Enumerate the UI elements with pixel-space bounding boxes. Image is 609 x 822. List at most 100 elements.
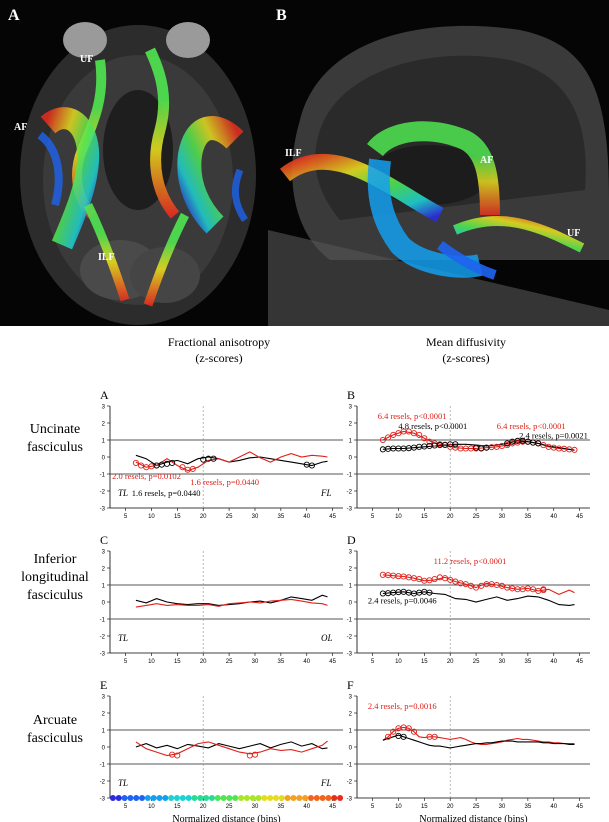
- colorbar-dot: [109, 795, 116, 801]
- image-panel-a: A UF AF ILF: [0, 0, 268, 326]
- panel-letter-a: A: [8, 7, 20, 24]
- panel-letter: D: [347, 533, 356, 547]
- y-tick-label: 2: [349, 422, 353, 428]
- x-tick-label: 20: [447, 804, 454, 810]
- significance-marker: [431, 575, 438, 583]
- annotation: 1.6 resels, p=0.0440: [132, 488, 201, 498]
- colorbar-dot: [307, 795, 314, 801]
- significance-marker: [385, 733, 392, 740]
- significance-marker: [535, 440, 542, 447]
- significance-marker: [395, 430, 402, 437]
- significance-marker: [540, 586, 547, 593]
- colorbar-dot: [337, 795, 344, 801]
- y-tick-label: 2: [349, 567, 353, 573]
- significance-marker: [405, 725, 412, 732]
- y-tick-label: 0: [102, 601, 106, 607]
- colorbar-dot: [296, 795, 303, 801]
- y-tick-label: -2: [100, 780, 106, 786]
- row-label-ilf-2: longitudinal: [21, 570, 89, 585]
- significance-marker: [174, 752, 181, 759]
- significance-marker: [416, 431, 423, 438]
- colorbar-dot: [121, 795, 128, 801]
- row-label-arcuate-1: Arcuate: [33, 713, 77, 728]
- colorbar-dot: [249, 795, 256, 801]
- y-tick-label: 0: [102, 456, 106, 462]
- colorbar-dot: [162, 795, 169, 801]
- colorbar-dot: [319, 795, 326, 801]
- end-label-start: TL: [118, 488, 128, 498]
- x-tick-label: 20: [200, 514, 207, 520]
- y-tick-label: 1: [349, 584, 353, 590]
- significance-marker: [478, 582, 485, 589]
- x-tick-label: 10: [148, 804, 155, 810]
- series-line: [382, 430, 575, 451]
- x-tick-label: 30: [499, 659, 506, 665]
- end-label-end: FL: [320, 488, 332, 498]
- x-tick-label: 30: [499, 804, 506, 810]
- panel-letter: A: [100, 388, 109, 402]
- y-tick-label: 1: [102, 439, 106, 445]
- y-tick-label: -3: [100, 797, 106, 803]
- label-uf-a: UF: [80, 54, 93, 65]
- significance-marker: [405, 428, 412, 435]
- x-tick-label: 40: [550, 659, 557, 665]
- x-tick-label: 40: [550, 514, 557, 520]
- y-tick-label: -3: [100, 652, 106, 658]
- significance-marker: [452, 441, 459, 448]
- x-tick-label: 30: [252, 804, 259, 810]
- y-tick-label: -1: [347, 763, 353, 769]
- x-tick-label: 45: [329, 804, 336, 810]
- row-label-ilf-1: Inferior: [34, 552, 77, 567]
- x-tick-label: 45: [576, 514, 583, 520]
- x-tick-label: 15: [174, 659, 181, 665]
- colorbar-dot: [133, 795, 140, 801]
- x-tick-label: 45: [329, 514, 336, 520]
- x-tick-label: 35: [525, 659, 532, 665]
- significance-marker: [308, 462, 315, 469]
- y-tick-label: 1: [102, 584, 106, 590]
- significance-marker: [504, 440, 511, 447]
- colorbar-dot: [226, 795, 233, 801]
- x-tick-label: 40: [550, 804, 557, 810]
- y-tick-label: 3: [349, 405, 353, 411]
- x-tick-label: 15: [174, 804, 181, 810]
- label-af-b: AF: [480, 155, 493, 166]
- significance-marker: [251, 751, 259, 758]
- series-line: [135, 451, 328, 472]
- colorbar-dot: [185, 795, 192, 801]
- x-tick-label: 15: [421, 659, 428, 665]
- annotation: 2.0 resels, p=0.0102: [112, 471, 181, 481]
- significance-marker: [571, 446, 578, 453]
- y-tick-label: -1: [347, 618, 353, 624]
- series-line: [135, 741, 328, 750]
- colorbar-dot: [313, 795, 320, 801]
- panel-letter-b: B: [276, 7, 287, 24]
- y-tick-label: -3: [347, 797, 353, 803]
- x-tick-label: 30: [499, 514, 506, 520]
- significance-marker: [426, 438, 433, 445]
- column-subtitle-fa: (z-scores): [195, 351, 242, 365]
- colorbar-dot: [284, 795, 291, 801]
- y-tick-label: -3: [347, 507, 353, 513]
- x-tick-label: 40: [303, 659, 310, 665]
- y-tick-label: 2: [102, 712, 106, 718]
- x-tick-label: 30: [252, 659, 259, 665]
- x-tick-label: 20: [200, 804, 207, 810]
- y-tick-label: -2: [100, 635, 106, 641]
- significance-marker: [179, 464, 186, 471]
- annotation: 4.8 resels, p<0.0001: [398, 421, 467, 431]
- significance-marker: [189, 465, 196, 472]
- annotation: 6.4 resels, p<0.0001: [378, 411, 447, 421]
- y-tick-label: 1: [349, 439, 353, 445]
- y-tick-label: 0: [349, 746, 353, 752]
- significance-marker: [529, 586, 537, 593]
- x-tick-label: 15: [421, 514, 428, 520]
- x-tick-label: 35: [278, 804, 285, 810]
- y-tick-label: 0: [349, 601, 353, 607]
- y-tick-label: -3: [347, 652, 353, 658]
- annotation: 2.4 resels, p=0.0021: [519, 430, 588, 440]
- x-axis-label: Normalized distance (bins): [172, 814, 280, 822]
- colorbar-dot: [168, 795, 175, 801]
